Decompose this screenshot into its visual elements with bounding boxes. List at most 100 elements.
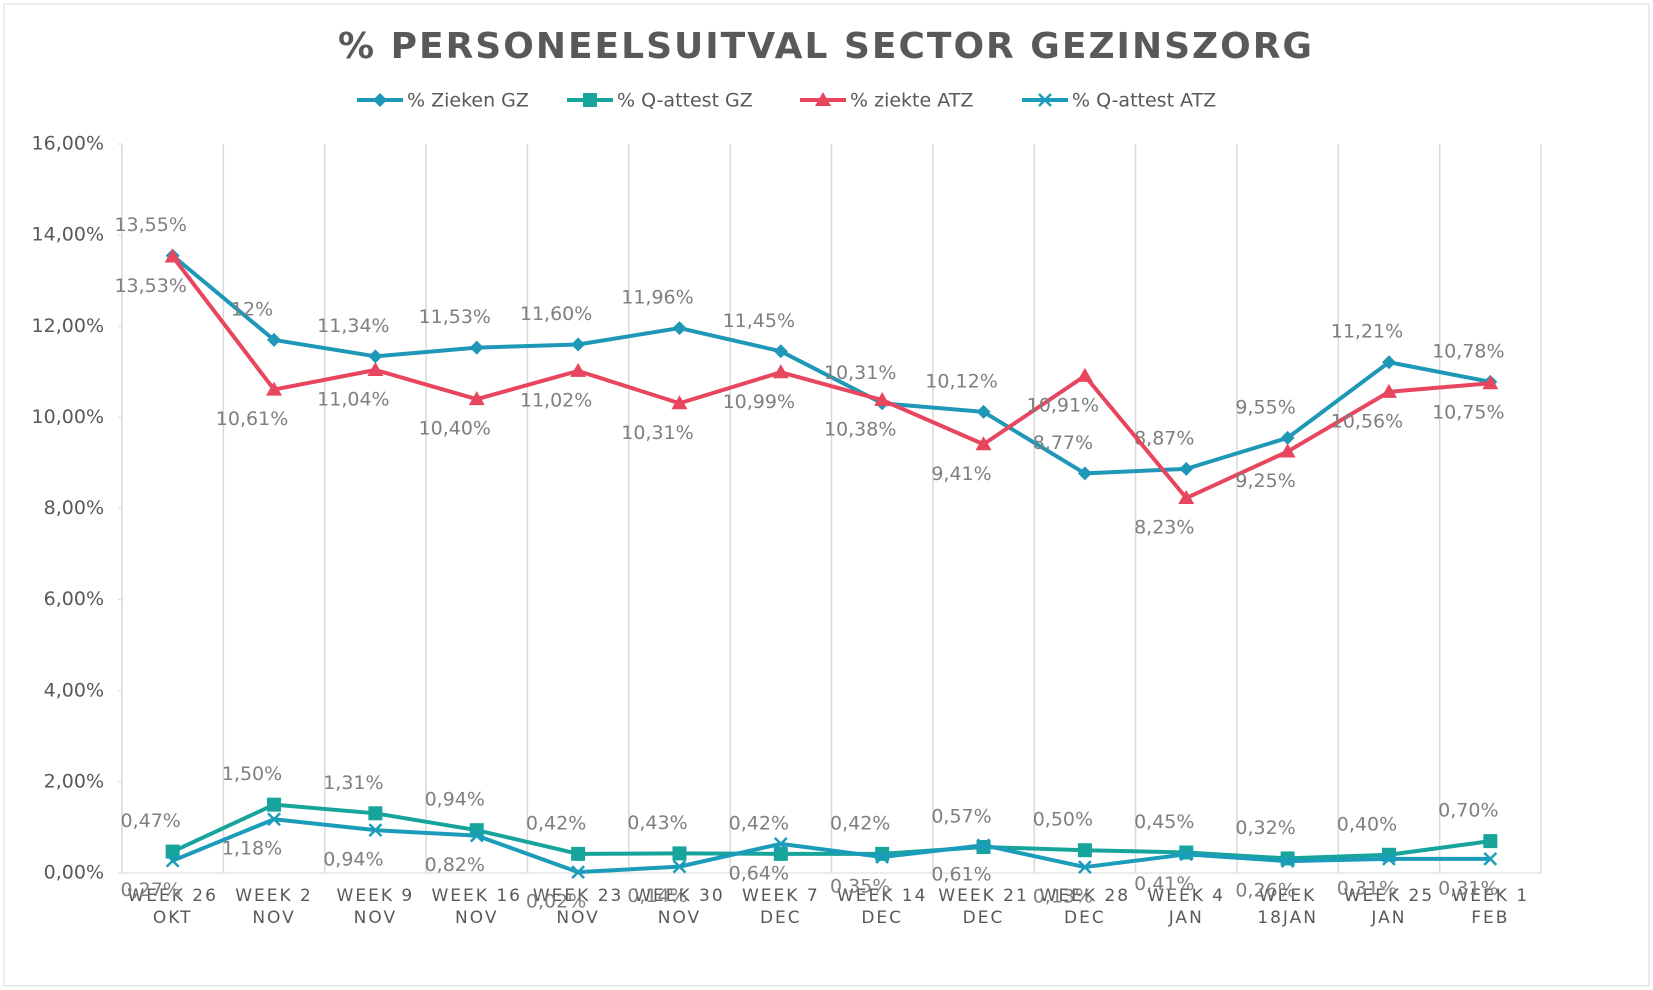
data-label: 8,23% bbox=[1134, 517, 1194, 539]
y-tick-label: 10,00% bbox=[32, 406, 104, 428]
x-tick-label: NOV bbox=[658, 908, 701, 928]
x-tick-label: JAN bbox=[1370, 908, 1406, 928]
data-label: 10,78% bbox=[1432, 340, 1504, 362]
data-label: 0,42% bbox=[729, 812, 789, 834]
legend-marker bbox=[815, 92, 831, 106]
legend-label: % Q-attest GZ bbox=[617, 90, 753, 112]
y-tick-label: 16,00% bbox=[32, 133, 104, 155]
data-point bbox=[165, 844, 180, 859]
data-point bbox=[671, 395, 688, 410]
y-tick-label: 0,00% bbox=[44, 862, 104, 884]
data-label: 9,55% bbox=[1235, 396, 1295, 418]
data-label: 0,94% bbox=[323, 849, 383, 871]
data-label: 0,02% bbox=[526, 891, 586, 913]
x-tick-label: WEEK 26 bbox=[127, 886, 217, 906]
data-label: 10,31% bbox=[621, 422, 693, 444]
x-tick-label: WEEK 16 bbox=[432, 886, 522, 906]
data-label: 8,77% bbox=[1033, 432, 1093, 454]
data-point bbox=[164, 248, 181, 263]
data-point bbox=[469, 340, 484, 355]
x-tick-label: NOV bbox=[556, 908, 599, 928]
x-tick-label: DEC bbox=[760, 908, 802, 928]
data-point bbox=[874, 392, 891, 407]
data-label: 0,47% bbox=[120, 810, 180, 832]
x-tick-label: WEEK 23 bbox=[533, 886, 623, 906]
data-point bbox=[773, 344, 788, 359]
data-label: 0,61% bbox=[931, 864, 991, 886]
data-point bbox=[1279, 443, 1296, 458]
data-label: 0,31% bbox=[1337, 877, 1397, 899]
data-point bbox=[773, 836, 788, 851]
data-point bbox=[1280, 430, 1295, 445]
data-point bbox=[165, 853, 180, 868]
data-point bbox=[1280, 854, 1295, 869]
x-tick-label: WEEK 21 bbox=[938, 886, 1028, 906]
data-point bbox=[975, 436, 992, 451]
data-point bbox=[571, 846, 586, 861]
data-point bbox=[672, 859, 687, 874]
data-label: 11,45% bbox=[723, 310, 795, 332]
data-point bbox=[267, 812, 281, 827]
data-label: 11,53% bbox=[419, 306, 491, 328]
data-point bbox=[1382, 851, 1396, 866]
data-label: 1,50% bbox=[222, 763, 282, 785]
x-tick-label: WEEK 1 bbox=[1451, 886, 1529, 906]
data-point bbox=[367, 361, 384, 376]
series-line bbox=[171, 255, 1491, 501]
x-tick-label: WEEK 4 bbox=[1147, 886, 1225, 906]
data-label: 10,38% bbox=[824, 419, 896, 441]
data-label: 11,04% bbox=[317, 388, 389, 410]
data-label: 13,55% bbox=[114, 214, 186, 236]
data-label: 11,21% bbox=[1331, 321, 1403, 343]
x-tick-label: WEEK bbox=[1259, 886, 1316, 906]
data-point bbox=[266, 381, 283, 396]
data-label: 0,31% bbox=[1438, 877, 1498, 899]
series-line bbox=[171, 802, 1491, 861]
data-point bbox=[368, 823, 383, 838]
data-point bbox=[267, 797, 282, 812]
data-label: 12% bbox=[231, 298, 273, 320]
x-tick-label: WEEK 7 bbox=[742, 886, 820, 906]
data-point bbox=[772, 364, 789, 379]
y-tick-label: 4,00% bbox=[44, 679, 104, 701]
data-label: 0,35% bbox=[830, 876, 890, 898]
data-label: 0,40% bbox=[1337, 813, 1397, 835]
data-label: 0,32% bbox=[1235, 817, 1295, 839]
series-line bbox=[171, 254, 1491, 476]
data-point bbox=[1380, 383, 1397, 398]
data-label: 9,25% bbox=[1235, 470, 1295, 492]
data-point bbox=[468, 391, 485, 406]
data-label: 13,53% bbox=[114, 275, 186, 297]
data-point bbox=[1076, 367, 1093, 382]
y-tick-label: 6,00% bbox=[44, 588, 104, 610]
data-point bbox=[773, 846, 788, 861]
x-tick-label: WEEK 30 bbox=[634, 886, 724, 906]
data-label: 0,94% bbox=[425, 789, 485, 811]
data-label: 10,56% bbox=[1331, 410, 1403, 432]
data-point bbox=[267, 332, 282, 347]
data-point bbox=[571, 337, 586, 352]
data-point bbox=[976, 404, 991, 419]
x-tick-label: WEEK 9 bbox=[337, 886, 415, 906]
data-label: 0,14% bbox=[627, 885, 687, 907]
data-label: 10,75% bbox=[1432, 402, 1504, 424]
x-tick-label: OKT bbox=[153, 908, 193, 928]
data-label: 0,45% bbox=[1134, 811, 1194, 833]
data-point bbox=[976, 838, 991, 853]
x-tick-label: NOV bbox=[252, 908, 295, 928]
data-point bbox=[1077, 843, 1092, 858]
data-point bbox=[875, 850, 890, 864]
data-point bbox=[672, 321, 687, 336]
x-tick-label: WEEK 25 bbox=[1344, 886, 1434, 906]
data-point bbox=[571, 865, 585, 879]
data-point bbox=[1179, 847, 1194, 862]
series-line bbox=[171, 817, 1491, 875]
y-tick-label: 2,00% bbox=[44, 770, 104, 792]
data-label: 0,43% bbox=[627, 812, 687, 834]
data-label: 0,57% bbox=[931, 806, 991, 828]
data-label: 11,60% bbox=[520, 303, 592, 325]
x-tick-label: DEC bbox=[963, 908, 1005, 928]
data-point bbox=[1178, 490, 1195, 505]
data-point bbox=[672, 846, 687, 861]
